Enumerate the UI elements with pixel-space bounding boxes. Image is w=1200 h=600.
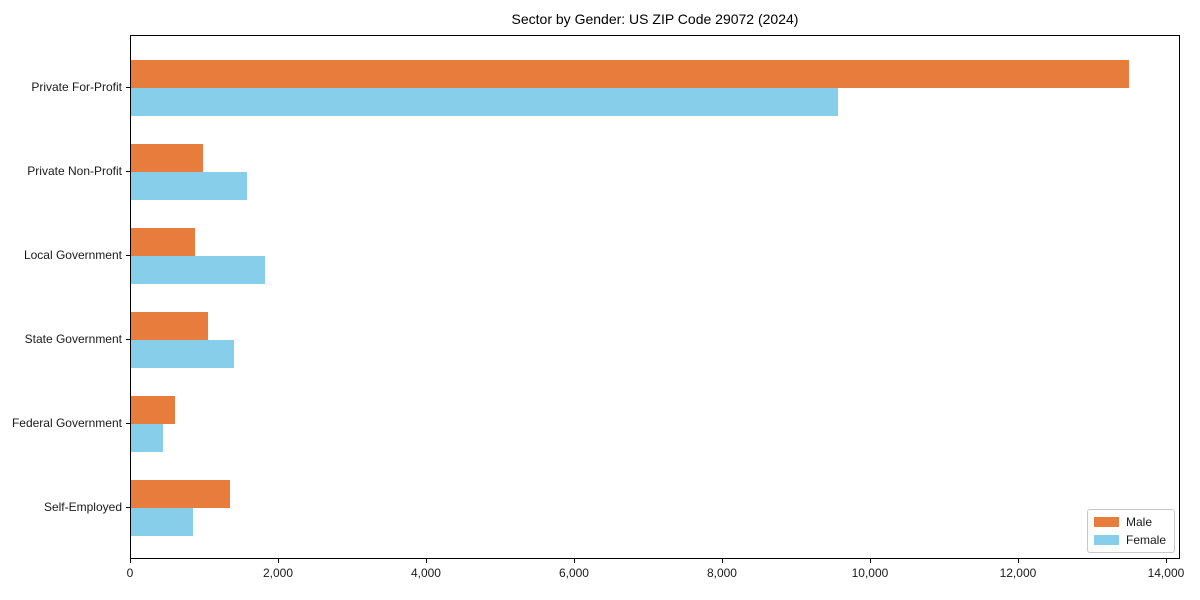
bar-female bbox=[131, 87, 838, 116]
y-tick-mark bbox=[126, 422, 130, 424]
x-axis: 0 2,000 4,000 6,000 8,000 10,000 12,000 14,000 bbox=[126, 559, 1184, 589]
bar-female bbox=[131, 423, 164, 452]
x-tick-label: 0 bbox=[126, 566, 134, 580]
y-category-label: State Government bbox=[24, 331, 122, 346]
bar-group bbox=[131, 59, 1179, 116]
y-axis-labels: Private For-Profit Private Non-Profit Loca… bbox=[0, 35, 130, 559]
bar-female bbox=[131, 507, 194, 536]
y-tick-mark bbox=[126, 506, 130, 508]
y-category-label: Federal Government bbox=[11, 415, 122, 430]
bar-group bbox=[131, 143, 1179, 200]
y-tick-mark bbox=[126, 86, 130, 88]
y-category-label: Private Non-Profit bbox=[27, 163, 122, 178]
y-tick-mark bbox=[126, 254, 130, 256]
chart-title: Sector by Gender: US ZIP Code 29072 (202… bbox=[511, 11, 799, 27]
legend-entry-male: Male bbox=[1094, 515, 1168, 529]
x-tick-mark bbox=[130, 559, 131, 563]
legend-label-male: Male bbox=[1126, 515, 1153, 529]
x-tick-label: 14,000 bbox=[1147, 566, 1185, 580]
x-tick-mark bbox=[721, 559, 723, 563]
legend-swatch-male-icon bbox=[1094, 517, 1119, 527]
x-tick-label: 12,000 bbox=[999, 566, 1037, 580]
bar-male bbox=[131, 143, 203, 172]
y-tick-mark bbox=[126, 338, 130, 340]
x-tick-label: 4,000 bbox=[410, 566, 441, 580]
bar-female bbox=[131, 171, 247, 200]
x-tick-mark bbox=[573, 559, 575, 563]
x-tick-mark bbox=[869, 559, 871, 563]
x-tick-mark bbox=[1165, 559, 1167, 563]
legend-entry-female: Female bbox=[1094, 533, 1168, 547]
bar-group bbox=[131, 311, 1179, 368]
bar-group bbox=[131, 395, 1179, 452]
bar-male bbox=[131, 59, 1129, 88]
x-tick-label: 6,000 bbox=[558, 566, 589, 580]
legend-label-female: Female bbox=[1126, 533, 1167, 547]
x-tick-label: 2,000 bbox=[262, 566, 293, 580]
x-tick-label: 8,000 bbox=[706, 566, 737, 580]
legend-swatch-female-icon bbox=[1094, 535, 1119, 545]
plot-area bbox=[130, 35, 1180, 559]
legend: Male Female bbox=[1087, 509, 1175, 553]
bar-female bbox=[131, 255, 265, 284]
bar-male bbox=[131, 395, 176, 424]
bar-female bbox=[131, 339, 235, 368]
x-tick-label: 10,000 bbox=[851, 566, 889, 580]
bar-male bbox=[131, 311, 208, 340]
x-tick-mark bbox=[425, 559, 427, 563]
bar-male bbox=[131, 227, 196, 256]
x-tick-mark bbox=[277, 559, 279, 563]
x-tick-mark bbox=[1017, 559, 1019, 563]
y-category-label: Local Government bbox=[23, 247, 122, 262]
bar-group bbox=[131, 479, 1179, 536]
bar-group bbox=[131, 227, 1179, 284]
y-category-label: Self-Employed bbox=[43, 499, 122, 514]
y-category-label: Private For-Profit bbox=[31, 79, 122, 94]
bar-male bbox=[131, 479, 230, 508]
y-tick-mark bbox=[126, 170, 130, 172]
